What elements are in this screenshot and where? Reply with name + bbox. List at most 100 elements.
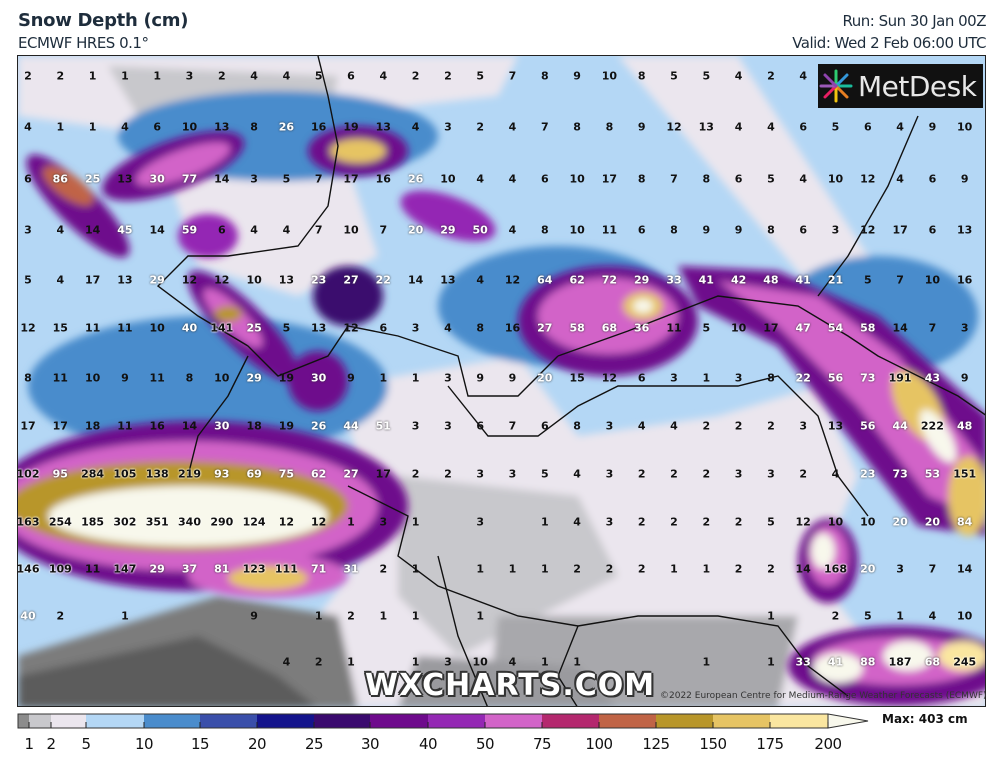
- grid-value: 1: [573, 655, 581, 669]
- grid-value: 9: [347, 371, 355, 385]
- grid-value: 1: [347, 655, 355, 669]
- grid-value: 11: [601, 223, 618, 237]
- grid-value: 4: [411, 120, 420, 134]
- grid-value: 123: [242, 562, 266, 576]
- grid-value: 93: [214, 467, 230, 481]
- grid-value: 16: [149, 419, 165, 433]
- grid-value: 168: [824, 562, 847, 576]
- grid-value: 64: [537, 273, 553, 287]
- grid-value: 245: [953, 655, 977, 669]
- grid-value: 4: [734, 69, 743, 83]
- grid-value: 7: [928, 321, 937, 335]
- grid-value: 3: [767, 467, 775, 481]
- grid-value: 30: [214, 419, 230, 433]
- grid-value: 4: [928, 609, 937, 623]
- grid-value: 3: [605, 467, 614, 481]
- grid-value: 30: [149, 172, 165, 186]
- grid-value: 13: [957, 223, 973, 237]
- grid-value: 33: [666, 273, 682, 287]
- grid-value: 6: [799, 223, 808, 237]
- grid-value: 4: [379, 69, 388, 83]
- grid-value: 11: [84, 321, 101, 335]
- grid-value: 8: [637, 69, 646, 83]
- grid-value: 20: [407, 223, 424, 237]
- grid-value: 2: [702, 515, 711, 529]
- grid-value: 10: [860, 515, 876, 529]
- wxcharts-watermark: WXCHARTS.COM: [365, 668, 656, 703]
- grid-value: 14: [181, 419, 198, 433]
- grid-value: 58: [860, 321, 876, 335]
- grid-value: 14: [795, 562, 811, 576]
- legend-overflow-arrow: [827, 713, 869, 729]
- grid-value: 62: [311, 467, 327, 481]
- grid-value: 10: [214, 371, 230, 385]
- grid-value: 20: [537, 371, 553, 385]
- grid-value: 8: [476, 321, 485, 335]
- grid-value: 2: [444, 467, 452, 481]
- grid-value: 1: [767, 609, 775, 623]
- grid-value: 1: [540, 655, 549, 669]
- grid-value: 4: [476, 273, 485, 287]
- grid-value: 29: [246, 371, 262, 385]
- grid-value: 73: [892, 467, 908, 481]
- grid-value: 109: [48, 562, 72, 576]
- grid-value: 8: [540, 223, 549, 237]
- grid-value: 1: [411, 562, 420, 576]
- grid-value: 1: [702, 371, 711, 385]
- grid-value: 31: [343, 562, 359, 576]
- ecmwf-copyright: ©2022 European Centre for Medium-Range W…: [660, 691, 987, 701]
- max-value-label: Max: 403 cm: [882, 712, 968, 726]
- grid-value: 4: [444, 321, 452, 335]
- grid-value: 53: [924, 467, 941, 481]
- grid-value: 13: [311, 321, 327, 335]
- grid-value: 12: [181, 273, 198, 287]
- grid-value: 219: [178, 467, 201, 481]
- grid-value: 3: [734, 371, 743, 385]
- grid-value: 3: [476, 467, 485, 481]
- grid-value: 17: [84, 273, 101, 287]
- grid-value: 1: [56, 120, 65, 134]
- grid-value: 56: [827, 371, 844, 385]
- grid-value: 4: [831, 467, 840, 481]
- grid-value: 5: [282, 172, 291, 186]
- grid-value: 8: [767, 223, 775, 237]
- grid-value: 2: [314, 655, 323, 669]
- legend-tick-label: 100: [585, 735, 613, 753]
- grid-value: 3: [185, 69, 194, 83]
- grid-value: 10: [84, 371, 101, 385]
- grid-value: 2: [702, 467, 711, 481]
- grid-value: 7: [896, 273, 904, 287]
- grid-value: 84: [957, 515, 973, 529]
- grid-value: 1: [476, 562, 485, 576]
- grid-value: 10: [827, 515, 844, 529]
- grid-value: 68: [924, 655, 941, 669]
- grid-value: 3: [444, 655, 452, 669]
- grid-value: 16: [311, 120, 327, 134]
- grid-value: 11: [117, 321, 133, 335]
- grid-value: 2: [347, 609, 355, 623]
- grid-value: 10: [440, 172, 456, 186]
- grid-value: 51: [375, 419, 391, 433]
- grid-value: 1: [153, 69, 162, 83]
- grid-value: 7: [540, 120, 549, 134]
- grid-value: 7: [508, 69, 517, 83]
- grid-value: 43: [924, 371, 941, 385]
- legend-tick-label: 75: [532, 735, 552, 753]
- grid-value: 3: [831, 223, 840, 237]
- grid-value: 58: [569, 321, 585, 335]
- grid-value: 6: [928, 223, 937, 237]
- grid-value: 290: [210, 515, 234, 529]
- grid-value: 29: [440, 223, 456, 237]
- grid-value: 73: [860, 371, 876, 385]
- grid-value: 4: [734, 120, 743, 134]
- grid-value: 4: [56, 223, 65, 237]
- grid-value: 9: [573, 69, 581, 83]
- grid-value: 4: [508, 172, 517, 186]
- grid-value: 10: [569, 172, 585, 186]
- grid-value: 2: [799, 467, 808, 481]
- legend-tick-label: 1: [24, 735, 34, 753]
- grid-value: 3: [411, 321, 420, 335]
- grid-value: 22: [375, 273, 391, 287]
- grid-value: 1: [476, 609, 485, 623]
- grid-value: 56: [860, 419, 876, 433]
